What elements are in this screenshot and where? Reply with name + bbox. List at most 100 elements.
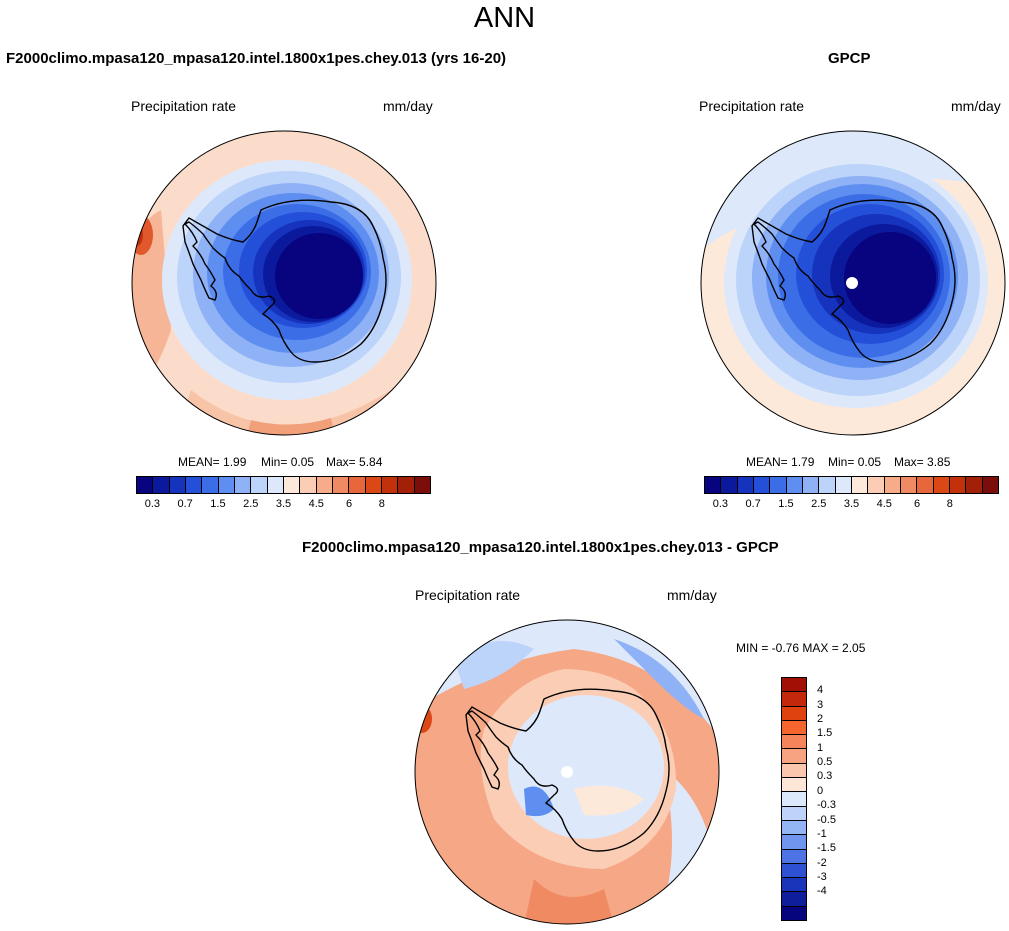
model-units-label: mm/day [383,98,433,114]
colorbar-tick-label: 3.5 [275,498,292,510]
colorbar-box [782,835,806,850]
colorbar-box [721,477,738,493]
colorbar-tick-label: 2.5 [811,498,827,510]
colorbar-tick-label: -4 [817,885,827,898]
colorbar-box [251,477,268,493]
colorbar-box [283,477,301,493]
colorbar-box [782,849,806,864]
colorbar-box [782,820,806,836]
colorbar-box [819,477,836,493]
colorbar-tick-label: 0.3 [817,770,833,783]
colorbar-tick-label: 4.5 [876,498,892,510]
colorbar-box [770,477,787,493]
colorbar-box [782,778,806,793]
diff-minmax-stat: MIN = -0.76 MAX = 2.05 [736,641,866,655]
colorbar-box [782,763,806,779]
colorbar-box [782,892,806,907]
model-colorbar [136,476,431,494]
colorbar-box [917,477,934,493]
colorbar-box [234,477,252,493]
colorbar-box [218,477,235,493]
colorbar-box [782,792,806,807]
colorbar-box [782,735,806,750]
obs-panel-title: GPCP [828,50,871,67]
colorbar-tick-label: -0.5 [817,813,836,826]
diff-polar-map [414,619,720,925]
obs-polar-map [700,130,1006,436]
colorbar-tick-label: 2.5 [243,498,259,510]
colorbar-box [137,477,154,493]
diff-colorbar [781,677,807,921]
colorbar-box [786,477,803,493]
colorbar-box [381,477,399,493]
colorbar-box [185,477,203,493]
colorbar-box [705,477,722,493]
colorbar-box [332,477,350,493]
colorbar-box [802,477,820,493]
colorbar-box [349,477,366,493]
colorbar-box [782,806,806,821]
colorbar-tick-label: 1.5 [778,498,794,510]
obs-variable-label: Precipitation rate [699,98,805,114]
colorbar-tick-label: 0.3 [712,498,729,510]
obs-mean-stat: MEAN= 1.79 [746,455,815,469]
colorbar-tick-label: -3 [817,870,827,883]
colorbar-box [737,477,754,493]
obs-max-stat: Max= 3.85 [894,455,951,469]
colorbar-box [782,678,806,693]
colorbar-tick-label: 0.7 [745,498,761,510]
colorbar-box [782,692,806,707]
colorbar-box [153,477,170,493]
obs-min-stat: Min= 0.05 [828,455,882,469]
colorbar-box [414,477,430,493]
colorbar-box [982,477,998,493]
colorbar-box [398,477,415,493]
diff-units-label: mm/day [667,587,717,603]
colorbar-box [966,477,983,493]
colorbar-tick-label: 0.5 [817,756,833,769]
colorbar-tick-label: 6 [913,498,921,510]
colorbar-box [884,477,901,493]
colorbar-box [753,477,771,493]
model-variable-label: Precipitation rate [131,98,237,114]
colorbar-tick-label: 4.5 [308,498,324,510]
diff-panel-title: F2000climo.mpasa120_mpasa120.intel.1800x… [302,539,779,556]
colorbar-box [316,477,333,493]
model-panel-title: F2000climo.mpasa120_mpasa120.intel.1800x… [6,50,507,67]
colorbar-tick-label: 0 [817,784,824,797]
model-polar-map [131,130,437,436]
colorbar-tick-label: 2 [817,713,824,726]
model-mean-stat: MEAN= 1.99 [178,455,247,469]
diff-variable-label: Precipitation rate [415,587,521,603]
colorbar-box [949,477,967,493]
colorbar-box [851,477,869,493]
colorbar-tick-label: 1 [817,741,824,754]
colorbar-box [300,477,317,493]
colorbar-box [782,720,806,736]
model-min-stat: Min= 0.05 [261,455,315,469]
colorbar-box [868,477,885,493]
obs-units-label: mm/day [951,98,1001,114]
colorbar-tick-label: 8 [946,498,953,510]
colorbar-box [782,749,806,764]
colorbar-tick-label: -1.5 [817,842,836,855]
colorbar-box [365,477,382,493]
colorbar-box [933,477,950,493]
season-title: ANN [473,2,536,34]
colorbar-box [835,477,852,493]
colorbar-box [782,878,806,893]
colorbar-tick-label: 8 [378,498,385,510]
colorbar-box [900,477,918,493]
colorbar-tick-label: 3.5 [843,498,860,510]
colorbar-tick-label: 4 [817,684,824,697]
colorbar-box [782,863,806,879]
colorbar-box [202,477,219,493]
colorbar-tick-label: 1.5 [817,727,833,740]
colorbar-box [782,906,806,921]
colorbar-tick-label: 6 [345,498,353,510]
colorbar-tick-label: 3 [817,698,824,711]
colorbar-box [267,477,284,493]
colorbar-tick-label: -2 [817,856,827,869]
colorbar-box [169,477,186,493]
obs-colorbar [704,476,999,494]
